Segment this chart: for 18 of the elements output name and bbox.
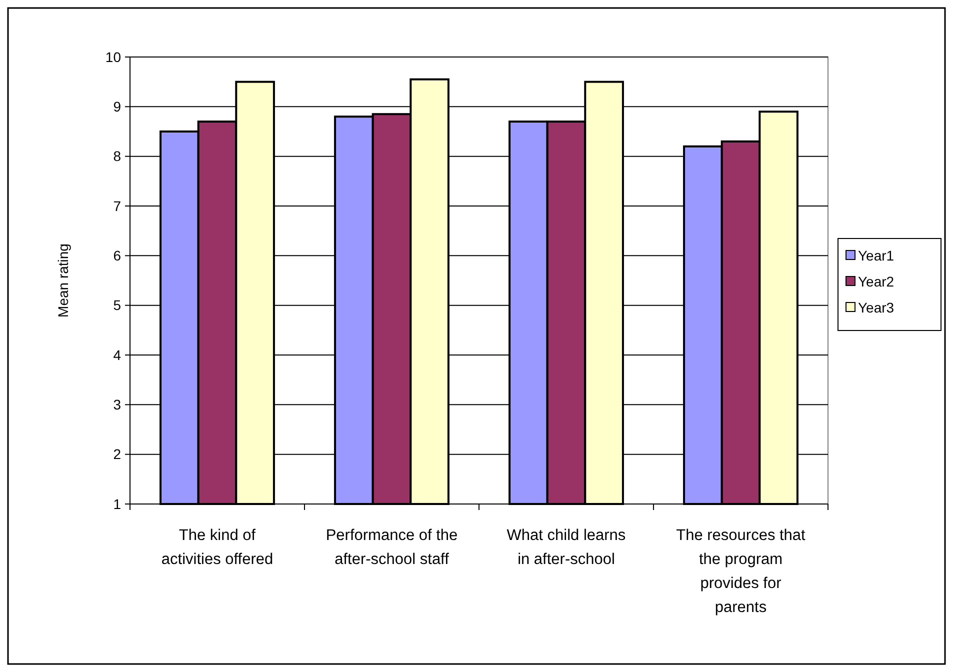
x-tick-label: What child learns in after-school bbox=[506, 527, 626, 568]
y-tick-label: 8 bbox=[113, 148, 122, 164]
y-tick-label: 2 bbox=[113, 446, 122, 462]
x-tick-label: The resources that the program provides for parents bbox=[676, 527, 806, 616]
y-tick-label: 4 bbox=[113, 346, 122, 363]
y-tick-label: 6 bbox=[113, 248, 122, 264]
y-tick-label: 5 bbox=[113, 297, 122, 314]
x-tick-label: The kind of activities offered bbox=[161, 527, 274, 568]
legend-label: Year3 bbox=[858, 299, 894, 316]
y-axis-title: Mean rating bbox=[55, 244, 71, 318]
y-tick-label: 3 bbox=[113, 396, 122, 413]
legend-label: Year1 bbox=[858, 247, 894, 264]
y-tick-label: 10 bbox=[105, 48, 122, 65]
y-tick-label: 9 bbox=[113, 98, 122, 115]
legend-label: Year2 bbox=[858, 273, 894, 290]
x-tick-label: Performance of the after-school staff bbox=[326, 527, 458, 568]
y-tick-label: 1 bbox=[113, 496, 122, 512]
y-tick-label: 7 bbox=[113, 198, 122, 214]
